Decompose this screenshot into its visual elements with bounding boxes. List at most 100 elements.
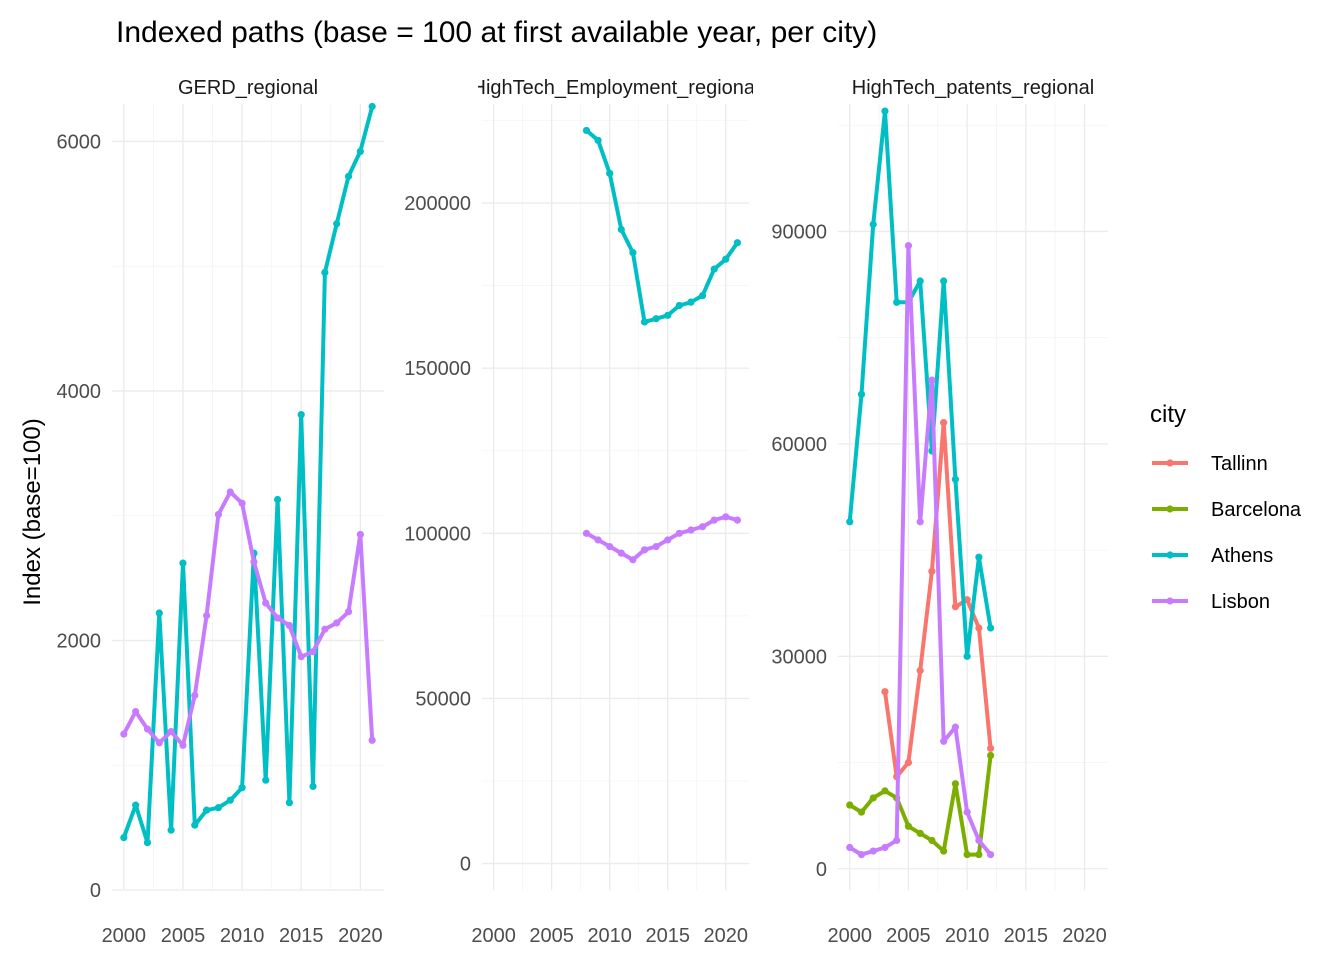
x-tick-label: 2010 xyxy=(220,925,265,947)
data-point xyxy=(963,850,971,859)
legend-key-point xyxy=(1166,505,1174,513)
legend-label: Barcelona xyxy=(1211,499,1302,521)
data-point xyxy=(987,624,995,632)
facet-panel-2: HighTech_Employment_regional 2000 2005 2010… xyxy=(404,77,760,947)
data-point xyxy=(846,843,854,852)
data-point xyxy=(594,536,602,544)
data-point xyxy=(722,255,730,263)
panel-strip-label: HighTech_patents_regional xyxy=(852,77,1094,99)
data-point xyxy=(904,242,913,250)
x-tick-label: 2010 xyxy=(945,925,990,947)
data-point xyxy=(309,648,317,656)
facet-panel-3: HighTech_patents_regional 2000 2005 2010 201… xyxy=(771,77,1108,947)
series-line xyxy=(585,128,740,324)
legend-label: Lisbon xyxy=(1211,591,1270,613)
y-tick-label: 0 xyxy=(816,859,827,881)
data-point xyxy=(975,836,983,845)
data-point xyxy=(928,836,936,845)
x-tick-label: 2000 xyxy=(827,925,872,947)
data-point xyxy=(285,621,293,630)
data-point xyxy=(963,808,971,816)
data-point xyxy=(664,536,672,544)
data-point xyxy=(120,730,128,738)
data-point xyxy=(710,516,718,524)
x-tick-label: 2005 xyxy=(529,925,574,947)
legend-key-point xyxy=(1166,597,1174,605)
data-point xyxy=(356,147,364,156)
legend-item-lisbon: Lisbon xyxy=(1152,591,1270,613)
data-point xyxy=(629,249,637,257)
series-athens xyxy=(846,107,995,660)
data-point xyxy=(203,611,211,620)
data-point xyxy=(606,169,614,177)
x-tick-label: 2010 xyxy=(587,925,632,947)
series-athens xyxy=(582,126,741,326)
data-point xyxy=(155,739,163,747)
data-point xyxy=(143,838,152,847)
data-point xyxy=(582,126,591,135)
data-point xyxy=(951,603,959,611)
x-tick-label: 2015 xyxy=(1004,925,1049,947)
data-point xyxy=(687,526,695,534)
series-athens xyxy=(120,102,376,847)
data-point xyxy=(167,826,175,834)
data-point xyxy=(238,784,246,792)
data-point xyxy=(869,794,877,802)
x-tick-label: 2020 xyxy=(1062,925,1107,947)
y-tick-label: 0 xyxy=(460,854,471,876)
y-tick-label: 2000 xyxy=(57,630,102,652)
panel-strip-label: HighTech_Employment_regional xyxy=(472,77,760,99)
data-point xyxy=(675,301,683,310)
data-point xyxy=(951,723,959,731)
data-point xyxy=(722,513,730,521)
data-point xyxy=(191,821,199,829)
data-point xyxy=(916,277,924,285)
data-point xyxy=(904,822,913,830)
data-point xyxy=(617,225,625,234)
legend-item-barcelona: Barcelona xyxy=(1152,499,1302,521)
data-point xyxy=(344,608,353,616)
data-point xyxy=(191,691,199,699)
y-tick-label: 0 xyxy=(90,880,101,902)
data-point xyxy=(963,652,971,660)
data-point xyxy=(606,542,614,551)
data-point xyxy=(368,736,376,744)
data-point xyxy=(155,609,163,617)
data-point xyxy=(916,829,924,837)
data-point xyxy=(640,318,649,326)
x-tick-label: 2000 xyxy=(471,925,516,947)
data-point xyxy=(344,172,353,180)
series-lisbon xyxy=(582,513,741,564)
data-point xyxy=(179,741,187,749)
data-point xyxy=(987,744,995,752)
legend-item-tallinn: Tallinn xyxy=(1152,453,1268,475)
legend-item-athens: Athens xyxy=(1152,545,1273,567)
data-point xyxy=(664,311,672,319)
data-point xyxy=(333,619,341,627)
data-point xyxy=(869,220,877,228)
chart-title: Indexed paths (base = 100 at first avail… xyxy=(116,16,877,49)
data-point xyxy=(975,850,983,859)
data-point xyxy=(143,725,152,733)
legend-key-point xyxy=(1166,459,1174,467)
data-point xyxy=(710,265,718,273)
data-point xyxy=(951,475,959,483)
y-tick-label: 150000 xyxy=(404,358,471,380)
data-point xyxy=(940,419,948,427)
data-point xyxy=(285,799,293,807)
data-point xyxy=(132,801,140,809)
data-point xyxy=(928,567,936,575)
data-point xyxy=(368,102,376,111)
x-tick-label: 2015 xyxy=(645,925,690,947)
data-point xyxy=(940,847,948,855)
data-point xyxy=(297,653,305,661)
y-tick-label: 6000 xyxy=(57,131,102,153)
data-point xyxy=(214,804,223,812)
data-point xyxy=(179,559,187,567)
data-point xyxy=(857,850,866,859)
data-point xyxy=(250,558,258,566)
data-point xyxy=(629,556,637,564)
data-point xyxy=(846,801,854,809)
data-point xyxy=(214,510,223,519)
